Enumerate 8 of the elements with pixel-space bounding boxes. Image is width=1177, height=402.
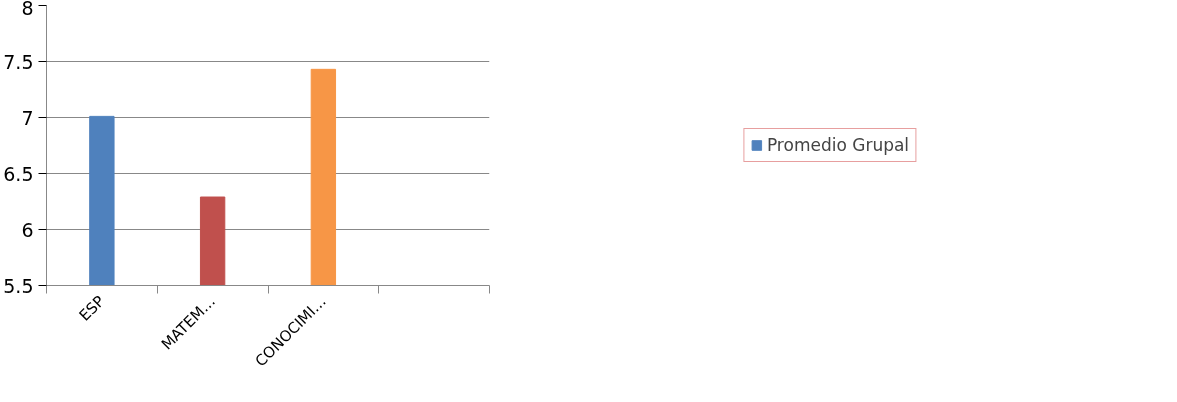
- y-tick-label: 8: [21, 0, 34, 19]
- y-tick-label: 6.5: [3, 162, 34, 185]
- x-tick-label: ESP: [75, 292, 109, 325]
- y-tick-label: 7: [21, 106, 34, 129]
- y-tick-label: 5.5: [3, 274, 34, 297]
- legend-label: Promedio Grupal: [766, 135, 910, 155]
- y-tick-label: 6: [21, 218, 34, 241]
- y-tick-label: 7.5: [3, 50, 34, 73]
